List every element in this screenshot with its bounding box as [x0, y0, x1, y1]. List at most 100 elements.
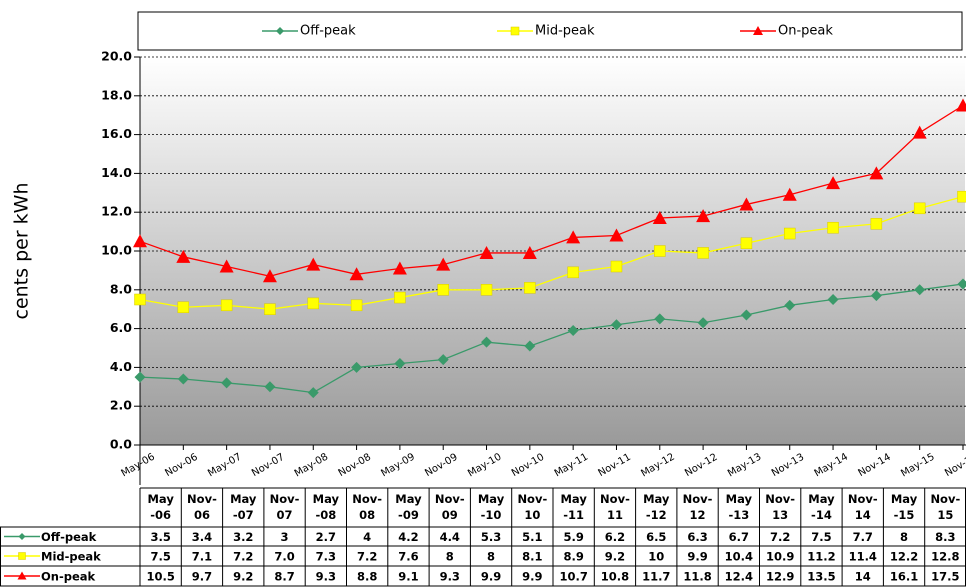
marker	[436, 257, 451, 271]
table-header-line: 10	[524, 508, 540, 522]
y-tick-label: 12.0	[101, 204, 132, 219]
marker	[262, 269, 277, 283]
marker	[783, 227, 796, 240]
table-header-line: -10	[481, 508, 502, 522]
marker	[522, 245, 537, 259]
table-cell: 3.4	[192, 530, 212, 544]
table-header-line: May	[891, 492, 918, 506]
x-tick-label: May-06	[120, 451, 157, 479]
table-cell: 12.2	[890, 550, 918, 564]
table-cell: 9.3	[440, 570, 460, 584]
table-header-line: Nov-	[600, 492, 630, 506]
table-row-label: On-peak	[41, 570, 96, 584]
x-tick-label: Nov-14	[856, 452, 892, 479]
marker	[654, 245, 666, 257]
y-tick-label: 6.0	[110, 320, 132, 335]
table-cell: 8.8	[357, 570, 377, 584]
table-cell: 11.8	[683, 570, 711, 584]
marker	[784, 299, 796, 311]
table-cell: 5.1	[522, 530, 542, 544]
table-cell: 11.2	[807, 550, 835, 564]
table-header-line: May	[395, 492, 422, 506]
table-cell: 10	[648, 550, 664, 564]
y-tick-label: 0.0	[110, 437, 132, 452]
table-row-label: Mid-peak	[41, 550, 101, 564]
table-header: Nov- 10	[517, 492, 547, 522]
marker	[697, 247, 709, 259]
marker	[134, 293, 146, 306]
legend-label: Off-peak	[300, 24, 356, 39]
table-cell: 6.7	[729, 530, 749, 544]
table-header: May -08	[313, 492, 340, 522]
marker	[264, 381, 276, 393]
table-header-line: 13	[772, 508, 788, 522]
table-cell: 10.4	[725, 550, 753, 564]
x-tick-label: Nov-09	[423, 452, 459, 479]
table-header-line: May	[643, 492, 670, 506]
x-tick-label: May-10	[466, 451, 503, 479]
marker	[394, 358, 406, 370]
table-header-line: 07	[277, 508, 293, 522]
marker	[510, 26, 520, 36]
marker	[957, 278, 966, 290]
table-header: May -09	[395, 492, 422, 522]
x-tick-label: Nov-15	[943, 452, 966, 479]
table-header: May -07	[230, 492, 257, 522]
table-cell: 9.2	[605, 550, 625, 564]
marker	[306, 257, 321, 271]
table-header-line: May	[726, 492, 753, 506]
table-cell: 17.5	[931, 570, 959, 584]
table-cell: 3.2	[233, 530, 253, 544]
table-header: Nov- 09	[435, 492, 465, 522]
y-tick-label: 16.0	[101, 126, 132, 141]
series-line	[139, 196, 964, 310]
table-header-line: May	[230, 492, 257, 506]
y-tick-label: 14.0	[101, 165, 132, 180]
table-cell: 4.2	[398, 530, 418, 544]
x-tick-label: May-15	[899, 451, 936, 479]
marker	[276, 27, 284, 35]
marker	[566, 230, 581, 244]
marker	[827, 221, 839, 234]
table-header-line: 08	[359, 508, 375, 522]
table-header-line: Nov-	[683, 492, 713, 506]
table-header-line: -13	[728, 508, 749, 522]
x-tick-label: May-09	[379, 451, 416, 479]
marker	[696, 209, 711, 223]
table-header-line: May	[808, 492, 835, 506]
table-header: May -06	[147, 492, 174, 522]
table-header: Nov- 14	[848, 492, 878, 522]
y-tick-label: 20.0	[101, 49, 132, 64]
x-tick-label: May-11	[553, 451, 590, 479]
marker	[610, 260, 623, 273]
table-header-line: 14	[855, 508, 871, 522]
marker	[524, 282, 536, 294]
table-cell: 8	[446, 550, 454, 564]
marker	[17, 571, 27, 580]
table-cell: 7.2	[357, 550, 377, 564]
table-cell: 9.2	[233, 570, 253, 584]
marker	[782, 187, 797, 201]
series-line	[139, 283, 964, 394]
marker	[392, 261, 407, 275]
table-header-line: 06	[194, 508, 210, 522]
table-header: Nov- 15	[930, 492, 960, 522]
marker	[869, 166, 884, 180]
x-tick-label: Nov-13	[770, 452, 806, 479]
legend-label: On-peak	[778, 24, 833, 39]
table-cell: 10.8	[601, 570, 629, 584]
marker	[220, 299, 233, 312]
table-cell: 4	[363, 530, 371, 544]
marker	[437, 354, 449, 366]
table-header-line: Nov-	[765, 492, 795, 506]
table-header-line: -06	[150, 508, 171, 522]
y-axis-label: cents per kWh	[11, 183, 33, 320]
y-tick-label: 18.0	[101, 87, 132, 102]
table-header: May -13	[726, 492, 753, 522]
marker	[18, 552, 26, 560]
marker	[176, 249, 191, 263]
x-tick-label: Nov-07	[250, 452, 286, 479]
table-header-line: Nov-	[270, 492, 300, 506]
table-header: May -11	[560, 492, 587, 522]
marker	[350, 299, 363, 312]
